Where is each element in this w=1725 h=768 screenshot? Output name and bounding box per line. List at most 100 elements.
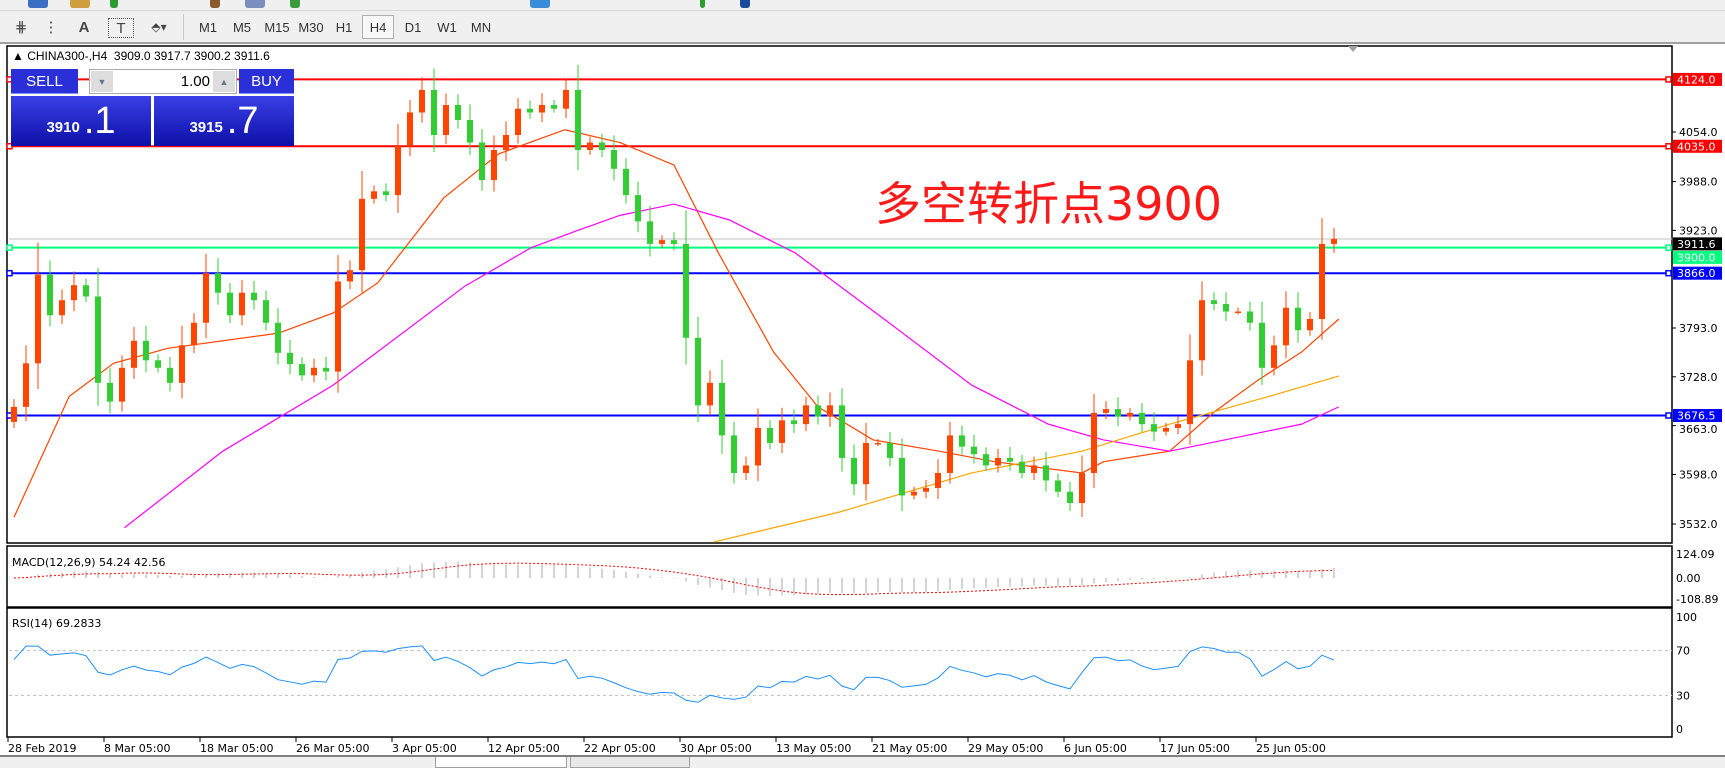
moving-average-line — [713, 375, 1339, 543]
candle-body — [23, 363, 29, 407]
rsi-label: RSI(14) 69.2833 — [12, 617, 101, 630]
candle-body — [791, 420, 797, 425]
timeframe-h1-button[interactable]: H1 — [335, 19, 353, 35]
level-handle-icon — [1665, 412, 1672, 419]
candle-body — [1331, 238, 1337, 244]
candle-body — [971, 446, 977, 455]
level-price-label: 3866.0 — [1677, 267, 1716, 280]
candle-body — [263, 300, 269, 323]
level-price-label: 4124.0 — [1677, 73, 1716, 86]
fibonacci-fan-icon[interactable]: ⋮ — [43, 19, 59, 36]
candle-body — [635, 195, 641, 222]
level-price-tag — [1673, 72, 1722, 86]
candle-body — [131, 340, 137, 368]
level-price-label: 3676.5 — [1677, 410, 1716, 423]
chart-tabs-bar — [0, 755, 1725, 768]
tool-icon[interactable] — [210, 0, 220, 8]
candle-body — [707, 382, 713, 406]
lot-increase-icon[interactable]: ▲ — [213, 71, 235, 92]
sell-button[interactable]: SELL — [11, 69, 78, 94]
chart-window[interactable] — [0, 44, 1725, 755]
level-handle-icon — [1665, 76, 1672, 83]
level-price-tag — [1673, 139, 1722, 153]
chart-tab[interactable] — [570, 757, 690, 768]
candle-body — [875, 442, 881, 445]
timeframe-h4-button[interactable]: H4 — [362, 15, 394, 39]
candle-body — [827, 405, 833, 417]
lot-size-stepper[interactable]: ▼ 1.00 ▲ — [89, 69, 237, 94]
candle-body — [215, 273, 221, 293]
time-label: 21 May 05:00 — [872, 742, 947, 755]
text-label-icon[interactable]: T — [108, 18, 134, 38]
level-price-label: 4035.0 — [1677, 140, 1716, 153]
timeframe-m1-button[interactable]: M1 — [198, 19, 218, 35]
timeframe-m15-button[interactable]: M15 — [264, 19, 290, 35]
time-label: 28 Feb 2019 — [8, 742, 76, 755]
candle-body — [191, 322, 197, 346]
timeframe-d1-button[interactable]: D1 — [404, 19, 422, 35]
macd-axis-label: 0.00 — [1676, 572, 1701, 585]
candle-body — [599, 142, 605, 151]
candle-body — [923, 487, 929, 492]
chart-shift-marker-icon[interactable] — [1348, 46, 1358, 52]
arrows-dropdown-icon[interactable]: ⬘▾ — [151, 20, 167, 34]
candle-body — [383, 191, 389, 196]
arrow-icon[interactable] — [290, 0, 300, 8]
lot-size-input[interactable]: 1.00 — [180, 73, 210, 90]
rsi-axis-label: 70 — [1676, 645, 1690, 658]
candle-body — [839, 405, 845, 458]
candle-body — [179, 345, 185, 383]
new-order-icon[interactable] — [28, 0, 48, 8]
candle-body — [1199, 300, 1205, 361]
candle-body — [1055, 480, 1061, 492]
buy-button[interactable]: BUY — [239, 69, 294, 94]
sell-price-pips: .1 — [83, 100, 116, 142]
rsi-axis-label: 100 — [1676, 611, 1697, 624]
candle-body — [431, 89, 437, 136]
price-tick-label: 3663.0 — [1679, 423, 1718, 436]
candle-body — [503, 135, 509, 151]
chart-annotation-text[interactable]: 多空转折点3900 — [875, 177, 1223, 231]
level-handle-icon — [1665, 143, 1672, 150]
level-handle-icon — [6, 269, 13, 277]
sell-price-button[interactable]: 3910.1 — [11, 96, 151, 146]
chart-color-icon[interactable] — [530, 0, 550, 8]
price-tick-label: 3988.0 — [1679, 176, 1718, 189]
candle-body — [587, 142, 593, 151]
lot-decrease-icon[interactable]: ▼ — [91, 71, 113, 92]
level-handle-icon — [6, 244, 13, 251]
window-icon[interactable] — [245, 0, 265, 8]
drawing-timeframe-toolbar: ⋕ ⋮ A T ⬘▾ M1 M5 M15 M30 H1 H4 D1 W1 MN — [0, 11, 1725, 44]
buy-price-button[interactable]: 3915.7 — [154, 96, 294, 146]
timeframe-m30-button[interactable]: M30 — [298, 19, 324, 35]
chart-tab-active[interactable] — [435, 757, 567, 768]
candle-body — [167, 367, 173, 383]
line-icon[interactable] — [740, 0, 750, 8]
time-label: 13 May 05:00 — [776, 742, 851, 755]
candle-body — [203, 273, 209, 323]
candle-body — [71, 285, 77, 301]
fibonacci-expansion-icon[interactable]: ⋕ — [14, 19, 28, 36]
timeframe-w1-button[interactable]: W1 — [437, 19, 457, 35]
timeframe-mn-button[interactable]: MN — [470, 19, 492, 35]
time-label: 25 Jun 05:00 — [1256, 742, 1326, 755]
level-price-tag — [1673, 250, 1722, 264]
buy-price-pips: .7 — [226, 100, 259, 142]
candle-body — [767, 427, 773, 443]
candle-body — [95, 296, 101, 383]
candle-body — [35, 274, 41, 364]
candle-body — [287, 352, 293, 365]
candle-body — [1103, 409, 1109, 413]
candle-body — [671, 240, 677, 244]
timeframe-m5-button[interactable]: M5 — [232, 19, 252, 35]
indicator-icon[interactable] — [110, 0, 118, 8]
candle-body — [1007, 457, 1013, 462]
candle-body — [695, 337, 701, 406]
candle-body — [911, 491, 917, 496]
candle-body — [1247, 311, 1253, 323]
zoom-icon[interactable] — [70, 0, 90, 8]
bar-chart-icon[interactable] — [700, 0, 705, 8]
text-icon[interactable]: A — [78, 18, 90, 36]
candle-body — [683, 243, 689, 338]
